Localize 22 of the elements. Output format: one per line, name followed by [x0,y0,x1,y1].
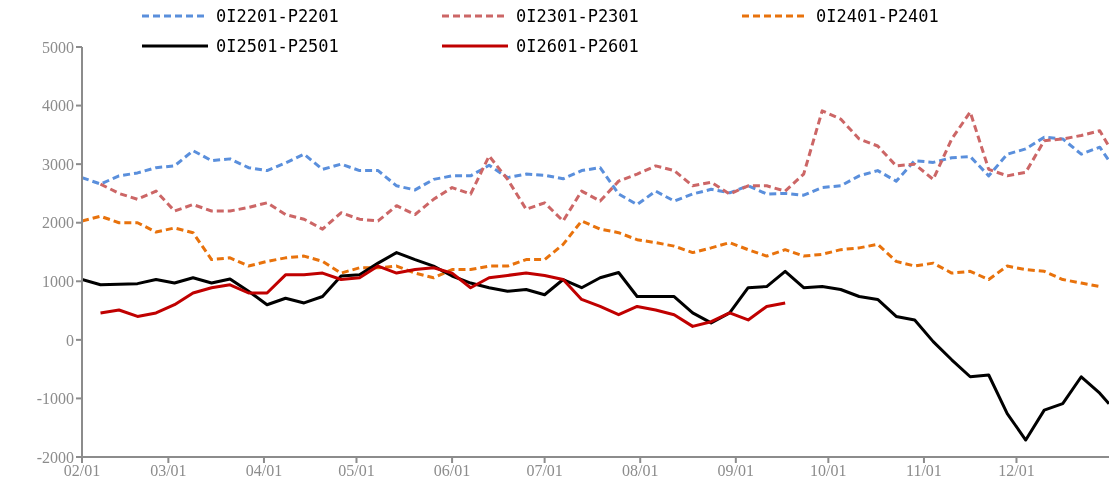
x-tick-label: 07/01 [526,462,563,480]
x-tick-label: 05/01 [338,462,375,480]
x-tick-label: 03/01 [150,462,187,480]
y-tick-label: 2000 [42,214,74,232]
x-tick-label: 08/01 [621,462,659,480]
y-tick-label: 5000 [42,38,74,56]
legend-label: 0I2601-P2601 [516,36,639,56]
y-tick-label: 0 [66,331,74,349]
x-tick-label: 09/01 [717,462,755,480]
legend-label: 0I2501-P2501 [216,36,339,56]
x-tick-label: 10/01 [810,462,847,480]
y-tick-label: -1000 [36,390,74,408]
x-tick-label: 04/01 [245,462,283,480]
x-tick-label: 12/01 [998,462,1035,480]
y-tick-label: 4000 [42,97,74,115]
legend-label: 0I2401-P2401 [816,6,939,26]
legend-label: 0I2201-P2201 [216,6,339,26]
x-tick-label: 06/01 [433,462,471,480]
y-tick-label: 3000 [42,155,74,173]
y-tick-label: 1000 [42,272,74,290]
x-tick-label: 11/01 [906,462,942,480]
legend-label: 0I2301-P2301 [516,6,639,26]
